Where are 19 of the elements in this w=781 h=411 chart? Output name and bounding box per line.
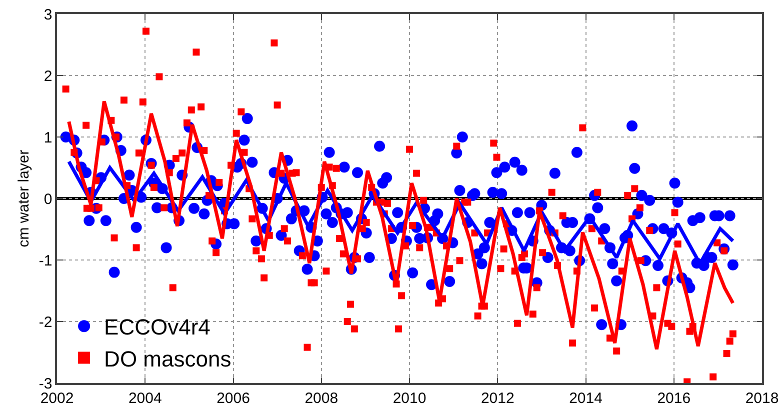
y-tick-label: -3 — [38, 375, 52, 392]
x-tick-label: 2008 — [304, 390, 338, 407]
x-tick-label: 2012 — [480, 390, 514, 407]
x-tick-label: 2002 — [40, 390, 74, 407]
y-tick-label: 1 — [44, 129, 52, 146]
y-tick-label: 3 — [44, 6, 52, 24]
y-tick-label: 0 — [44, 190, 52, 208]
x-tick-label: 2014 — [569, 390, 602, 407]
y-tick-label: 2 — [44, 68, 52, 85]
x-tick-label: 2006 — [216, 390, 250, 407]
y-tick-label: -1 — [38, 252, 52, 270]
x-tick-label: 2004 — [128, 390, 162, 407]
legend-label: DO mascons — [104, 346, 232, 372]
y-axis-title: cm water layer — [16, 150, 33, 248]
x-tick-label: 2016 — [657, 390, 691, 407]
legend-label: ECCOv4r4 — [104, 314, 210, 340]
y-tick-label: -2 — [38, 314, 52, 331]
x-tick-label: 2018 — [745, 390, 779, 407]
x-tick-label: 2010 — [392, 390, 426, 407]
